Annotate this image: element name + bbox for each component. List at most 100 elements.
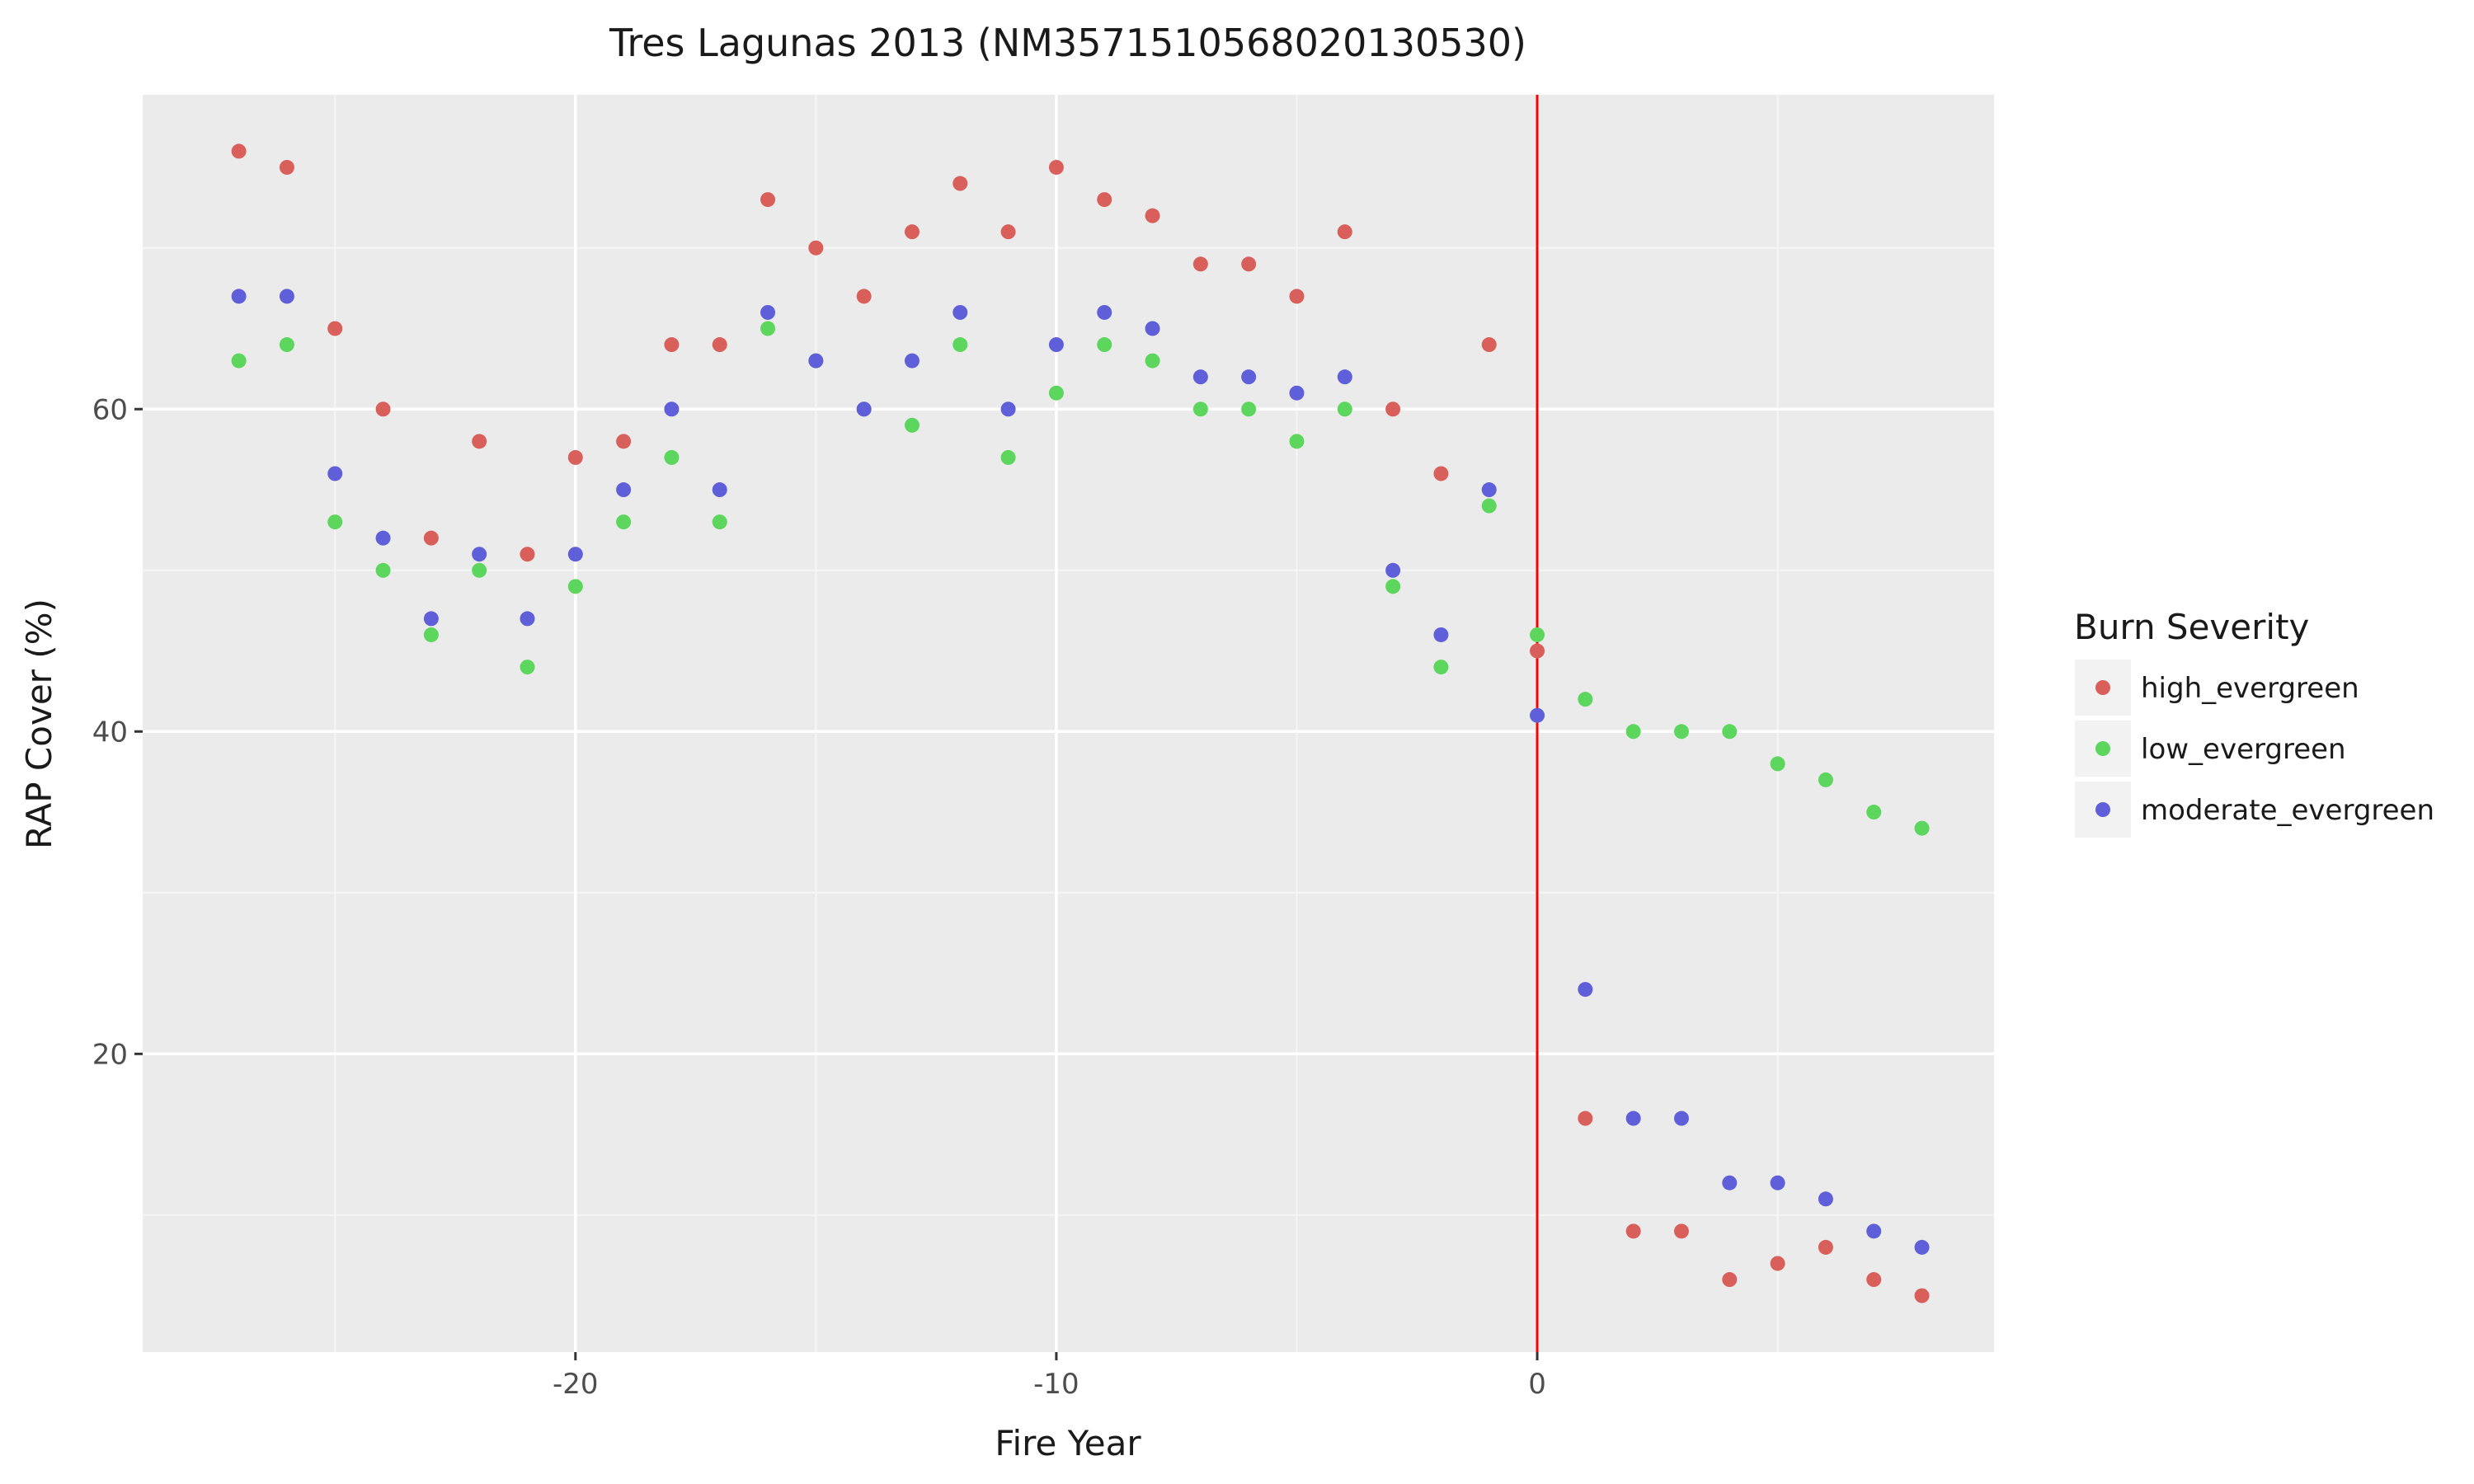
- legend-label: high_evergreen: [2141, 672, 2359, 705]
- y-tick-label: 40: [92, 716, 128, 749]
- y-tick-label: 60: [92, 393, 128, 426]
- x-tick-label: -20: [553, 1368, 599, 1401]
- point-low_evergreen: [472, 562, 487, 578]
- point-moderate_evergreen: [856, 402, 872, 417]
- point-high_evergreen: [616, 434, 632, 449]
- point-low_evergreen: [904, 417, 920, 433]
- point-low_evergreen: [1337, 402, 1352, 417]
- point-high_evergreen: [1337, 224, 1352, 240]
- point-high_evergreen: [712, 337, 727, 353]
- point-high_evergreen: [567, 449, 583, 465]
- y-axis-ticks: 20 40 60: [92, 393, 143, 1071]
- point-low_evergreen: [616, 514, 632, 530]
- point-low_evergreen: [1866, 805, 1882, 820]
- point-high_evergreen: [375, 402, 391, 417]
- point-high_evergreen: [1770, 1256, 1785, 1271]
- point-moderate_evergreen: [1000, 402, 1016, 417]
- point-moderate_evergreen: [904, 353, 920, 369]
- point-low_evergreen: [760, 321, 776, 336]
- point-moderate_evergreen: [279, 289, 294, 304]
- point-moderate_evergreen: [423, 611, 439, 627]
- point-low_evergreen: [952, 337, 968, 353]
- point-moderate_evergreen: [1914, 1239, 1930, 1255]
- point-moderate_evergreen: [472, 547, 487, 562]
- point-high_evergreen: [1145, 208, 1160, 223]
- point-high_evergreen: [1000, 224, 1016, 240]
- point-high_evergreen: [1530, 643, 1545, 659]
- point-high_evergreen: [1673, 1223, 1689, 1239]
- point-low_evergreen: [520, 660, 535, 675]
- point-moderate_evergreen: [1866, 1223, 1882, 1239]
- point-moderate_evergreen: [1578, 982, 1593, 998]
- point-low_evergreen: [1673, 724, 1689, 740]
- point-moderate_evergreen: [712, 482, 727, 498]
- point-low_evergreen: [1578, 692, 1593, 707]
- point-high_evergreen: [423, 530, 439, 546]
- point-high_evergreen: [520, 547, 535, 562]
- point-low_evergreen: [375, 562, 391, 578]
- point-high_evergreen: [231, 143, 247, 159]
- point-high_evergreen: [1289, 289, 1305, 304]
- point-low_evergreen: [712, 514, 727, 530]
- point-high_evergreen: [1192, 256, 1208, 272]
- y-tick-label: 20: [92, 1038, 128, 1071]
- point-low_evergreen: [1241, 402, 1257, 417]
- point-high_evergreen: [1385, 402, 1401, 417]
- point-high_evergreen: [1048, 159, 1064, 175]
- point-high_evergreen: [1722, 1272, 1738, 1288]
- point-moderate_evergreen: [520, 611, 535, 627]
- point-moderate_evergreen: [664, 402, 680, 417]
- point-high_evergreen: [279, 159, 294, 175]
- x-tick-label: 0: [1528, 1368, 1546, 1401]
- point-moderate_evergreen: [1337, 369, 1352, 385]
- point-high_evergreen: [760, 192, 776, 208]
- point-high_evergreen: [472, 434, 487, 449]
- point-moderate_evergreen: [1433, 627, 1449, 642]
- point-moderate_evergreen: [952, 304, 968, 320]
- point-moderate_evergreen: [1625, 1111, 1641, 1126]
- legend-title: Burn Severity: [2074, 607, 2309, 647]
- legend-items: high_evergreen low_evergreen moderate_ever…: [2075, 660, 2434, 838]
- point-moderate_evergreen: [760, 304, 776, 320]
- point-high_evergreen: [327, 321, 343, 336]
- point-low_evergreen: [567, 579, 583, 594]
- point-high_evergreen: [1578, 1111, 1593, 1126]
- legend-swatch-high_evergreen: [2095, 680, 2110, 695]
- point-high_evergreen: [808, 240, 824, 256]
- point-low_evergreen: [1385, 579, 1401, 594]
- point-low_evergreen: [1433, 660, 1449, 675]
- legend-label: moderate_evergreen: [2141, 794, 2434, 827]
- point-moderate_evergreen: [231, 289, 247, 304]
- point-moderate_evergreen: [1241, 369, 1257, 385]
- point-moderate_evergreen: [616, 482, 632, 498]
- point-low_evergreen: [1000, 449, 1016, 465]
- point-moderate_evergreen: [1145, 321, 1160, 336]
- point-moderate_evergreen: [327, 466, 343, 481]
- point-low_evergreen: [1770, 756, 1785, 772]
- point-low_evergreen: [1289, 434, 1305, 449]
- point-low_evergreen: [1625, 724, 1641, 740]
- point-high_evergreen: [1097, 192, 1112, 208]
- x-axis-ticks: -20 -10 0: [553, 1352, 1546, 1401]
- point-moderate_evergreen: [1097, 304, 1112, 320]
- legend: Burn Severity high_evergreen low_evergree…: [2074, 607, 2434, 838]
- legend-swatch-moderate_evergreen: [2095, 802, 2110, 817]
- x-axis-title: Fire Year: [995, 1423, 1141, 1463]
- data-points: [231, 143, 1930, 1303]
- point-moderate_evergreen: [1722, 1175, 1738, 1190]
- point-high_evergreen: [1625, 1223, 1641, 1239]
- point-high_evergreen: [1433, 466, 1449, 481]
- point-moderate_evergreen: [1048, 337, 1064, 353]
- point-moderate_evergreen: [1192, 369, 1208, 385]
- point-low_evergreen: [1914, 820, 1930, 836]
- chart-title: Tres Lagunas 2013 (NM3571510568020130530…: [609, 21, 1526, 65]
- point-moderate_evergreen: [1530, 707, 1545, 723]
- point-low_evergreen: [1192, 402, 1208, 417]
- plot-panel: [143, 95, 1994, 1352]
- point-low_evergreen: [1530, 627, 1545, 642]
- point-high_evergreen: [1818, 1239, 1833, 1255]
- point-low_evergreen: [279, 337, 294, 353]
- point-low_evergreen: [1722, 724, 1738, 740]
- point-high_evergreen: [664, 337, 680, 353]
- point-high_evergreen: [856, 289, 872, 304]
